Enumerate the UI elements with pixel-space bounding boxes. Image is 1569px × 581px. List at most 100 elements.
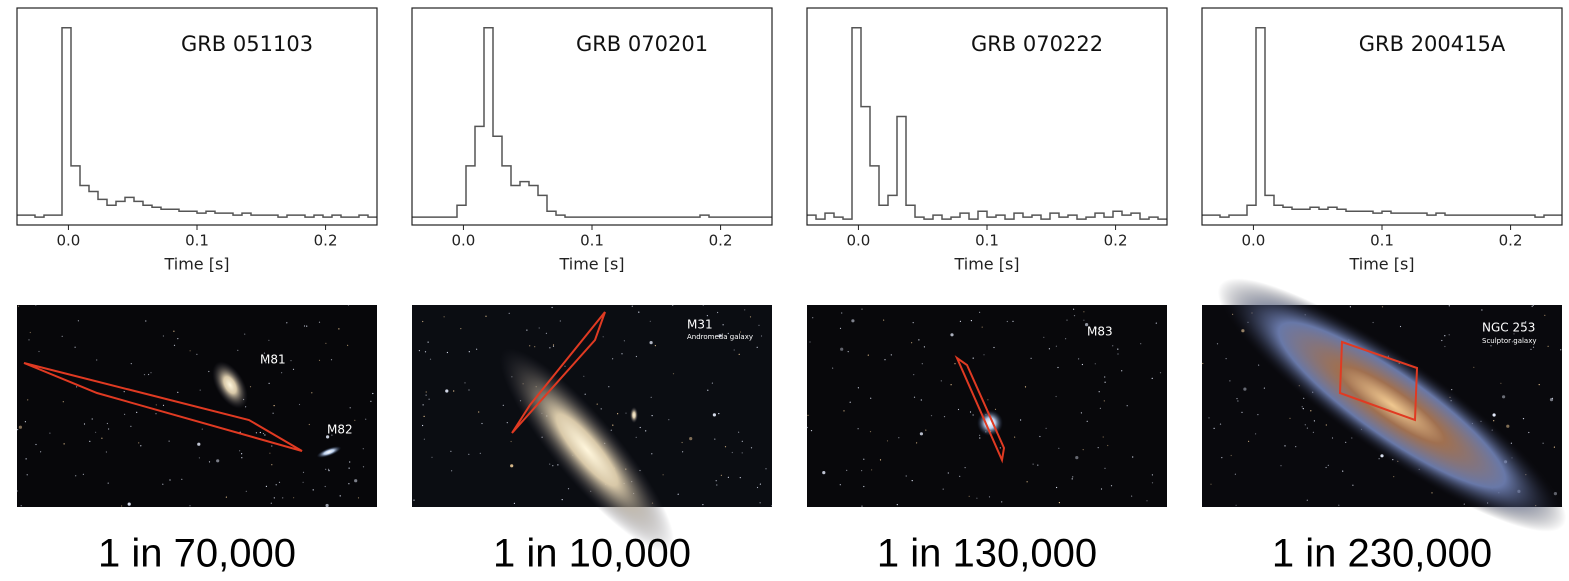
star — [278, 481, 281, 483]
star — [124, 413, 126, 415]
star — [1104, 467, 1106, 469]
star — [1506, 424, 1510, 428]
star — [1080, 412, 1082, 414]
star — [17, 305, 20, 307]
star — [265, 485, 267, 487]
star — [847, 351, 849, 353]
star — [216, 459, 220, 463]
star — [24, 421, 26, 423]
star — [552, 345, 555, 347]
star — [1043, 336, 1045, 338]
star — [63, 443, 65, 445]
star — [733, 349, 735, 351]
star — [943, 416, 946, 418]
star — [1313, 420, 1315, 422]
star — [534, 346, 536, 348]
star — [140, 445, 142, 447]
x-tick-label: 0.2 — [709, 232, 733, 250]
star — [1037, 464, 1039, 466]
galaxy-image: M81 M82 — [16, 304, 377, 508]
star — [177, 391, 179, 393]
star — [912, 322, 914, 324]
star — [744, 309, 746, 311]
star — [756, 346, 758, 348]
star — [431, 456, 433, 458]
star — [199, 389, 201, 391]
star — [916, 442, 918, 444]
star — [130, 425, 132, 427]
star — [262, 432, 264, 435]
star — [720, 474, 722, 476]
star — [1081, 363, 1083, 366]
star — [662, 474, 664, 476]
star — [1448, 334, 1450, 336]
star — [905, 475, 907, 477]
star — [545, 332, 547, 334]
star — [18, 425, 22, 429]
star — [255, 432, 257, 434]
star — [25, 458, 27, 460]
x-axis-label: Time [s] — [558, 255, 624, 274]
star — [1107, 444, 1109, 447]
star — [1248, 440, 1250, 442]
star — [739, 331, 742, 333]
star — [1441, 339, 1443, 342]
star — [268, 382, 270, 384]
star — [1327, 464, 1329, 466]
star — [245, 406, 247, 408]
star — [1490, 345, 1492, 347]
star — [649, 341, 653, 345]
star — [717, 311, 719, 314]
star — [1072, 476, 1074, 478]
star — [123, 391, 125, 393]
star — [1083, 319, 1085, 321]
star — [738, 353, 740, 355]
star — [38, 350, 40, 353]
star — [950, 333, 954, 337]
star — [731, 451, 733, 454]
x-tick-label: 0.2 — [314, 232, 338, 250]
star — [450, 450, 452, 452]
star — [1243, 387, 1247, 391]
star — [1492, 413, 1496, 417]
star — [1117, 348, 1119, 350]
star — [1100, 488, 1103, 490]
galaxy-label: Andromeda galaxy — [687, 333, 753, 341]
star — [999, 447, 1001, 449]
star — [263, 352, 266, 354]
star — [1528, 431, 1530, 434]
star — [1325, 466, 1327, 469]
star — [596, 403, 598, 405]
star — [635, 355, 637, 358]
star — [1532, 346, 1535, 348]
star — [758, 324, 760, 326]
star — [155, 404, 157, 406]
star — [1078, 358, 1080, 360]
star — [724, 446, 727, 448]
star — [443, 316, 445, 318]
star — [198, 457, 200, 459]
star — [672, 373, 675, 375]
star — [711, 382, 713, 384]
star — [841, 312, 843, 314]
star — [651, 453, 653, 455]
star — [552, 344, 555, 346]
star — [1547, 345, 1549, 347]
star — [357, 497, 360, 499]
star — [1020, 419, 1022, 421]
star — [1241, 411, 1243, 413]
star — [101, 437, 103, 439]
star — [468, 389, 470, 391]
star — [107, 482, 109, 484]
star — [741, 452, 743, 454]
star — [702, 504, 704, 506]
star — [476, 348, 478, 350]
star — [239, 450, 241, 452]
star — [362, 466, 365, 468]
star — [677, 493, 679, 495]
star — [451, 470, 453, 472]
star — [879, 459, 882, 461]
star — [979, 311, 981, 313]
star — [715, 480, 717, 482]
star — [181, 478, 183, 480]
